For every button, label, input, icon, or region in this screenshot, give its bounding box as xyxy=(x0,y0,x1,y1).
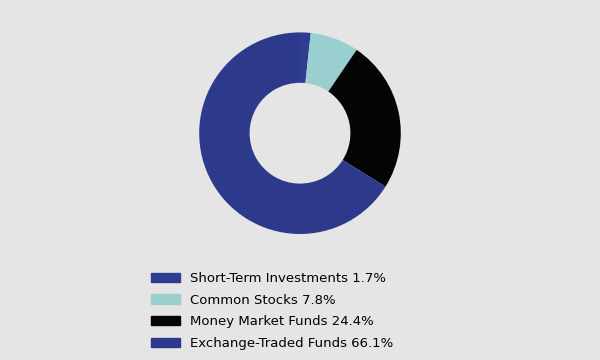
Wedge shape xyxy=(305,33,356,91)
Wedge shape xyxy=(300,32,311,83)
Wedge shape xyxy=(199,32,385,234)
Legend: Short-Term Investments 1.7%, Common Stocks 7.8%, Money Market Funds 24.4%, Excha: Short-Term Investments 1.7%, Common Stoc… xyxy=(151,272,394,350)
Wedge shape xyxy=(328,50,401,187)
